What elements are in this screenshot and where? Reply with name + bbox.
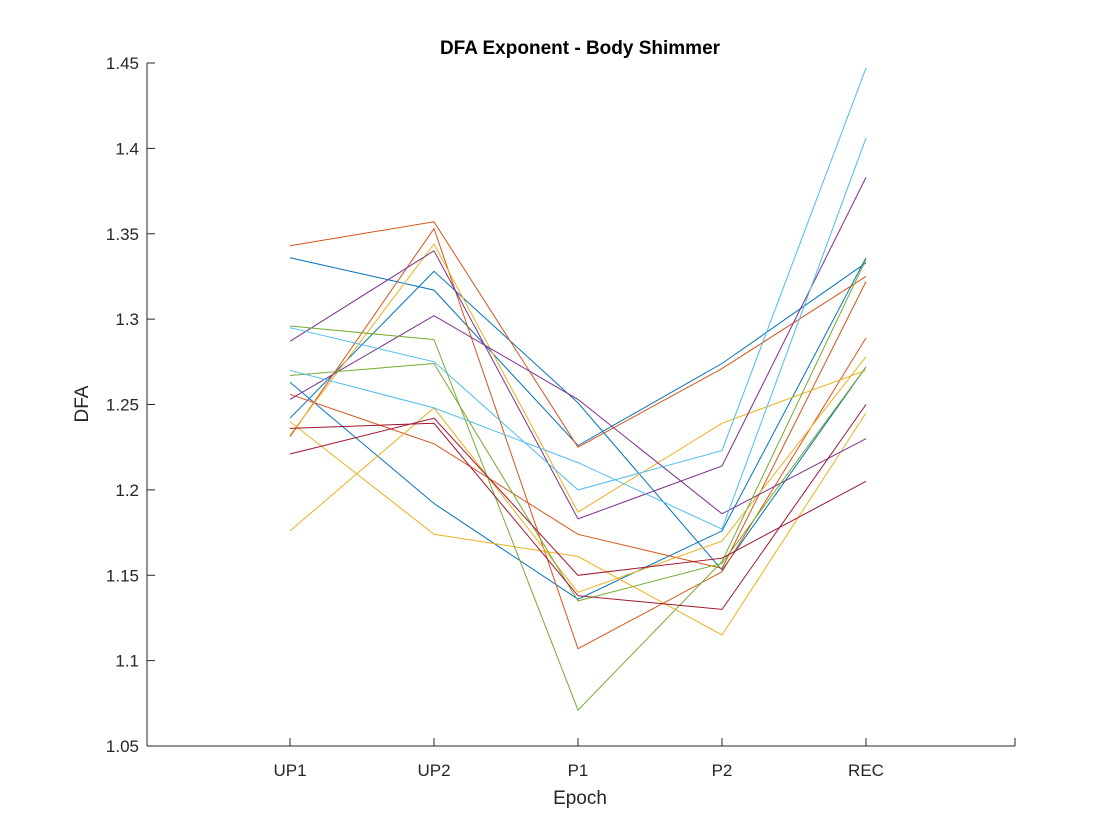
series-line-6 xyxy=(289,281,867,569)
series-line-7 xyxy=(289,356,867,593)
series-line-1 xyxy=(289,257,867,447)
series-line-14 xyxy=(289,67,867,491)
series-line-2 xyxy=(289,270,867,571)
series-line-5 xyxy=(289,227,867,650)
series-line-17 xyxy=(289,404,867,610)
x-tick-label: UP2 xyxy=(417,761,450,780)
y-tick-label: 1.4 xyxy=(115,139,139,158)
series-line-13 xyxy=(289,362,867,602)
x-tick-label: P2 xyxy=(712,761,733,780)
series-line-9 xyxy=(289,243,867,513)
y-tick-label: 1.25 xyxy=(106,396,139,415)
y-tick-label: 1.2 xyxy=(115,481,139,500)
y-tick-label: 1.35 xyxy=(106,225,139,244)
series-lines xyxy=(289,67,867,712)
axes xyxy=(146,63,1016,747)
y-tick-label: 1.05 xyxy=(106,737,139,756)
x-axis-title: Epoch xyxy=(553,788,607,809)
series-line-4 xyxy=(289,221,867,448)
x-tick-label: REC xyxy=(848,761,884,780)
x-axis-ticks: UP1 UP2 P1 P2 REC xyxy=(273,738,884,780)
series-line-15 xyxy=(289,137,867,530)
y-tick-label: 1.3 xyxy=(115,310,139,329)
chart-title: DFA Exponent - Body Shimmer xyxy=(440,38,721,59)
series-line-8 xyxy=(289,412,867,636)
x-tick-label: P1 xyxy=(568,761,589,780)
series-line-12 xyxy=(289,259,867,712)
y-axis-title: DFA xyxy=(72,385,93,422)
y-tick-label: 1.45 xyxy=(106,54,139,73)
y-axis-ticks: 1.05 1.1 1.15 1.2 1.25 1.3 1.35 1.4 1.45 xyxy=(106,54,155,756)
series-line-3 xyxy=(289,257,867,600)
y-tick-label: 1.15 xyxy=(106,566,139,585)
series-line-10 xyxy=(289,177,867,520)
series-line-11 xyxy=(289,315,867,515)
x-tick-label: UP1 xyxy=(273,761,306,780)
y-tick-label: 1.1 xyxy=(115,652,139,671)
series-line-16 xyxy=(289,417,867,576)
